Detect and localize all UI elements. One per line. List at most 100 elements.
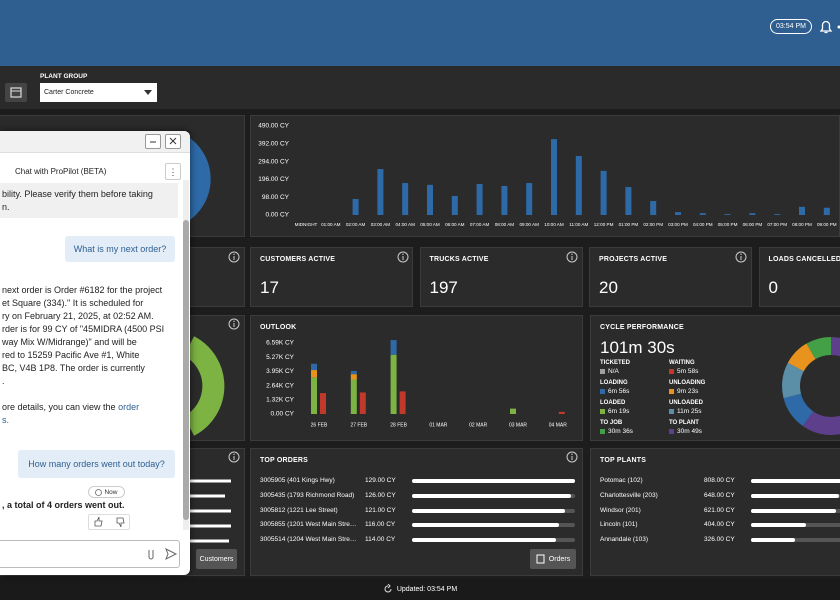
x-tick-label: 07:00 AM — [470, 222, 490, 227]
row-value: 116.00 CY — [365, 521, 396, 529]
info-ring — [735, 251, 747, 263]
info-icon — [228, 318, 240, 330]
cycle-label: TO JOB — [600, 420, 623, 426]
info-ring — [228, 318, 240, 330]
cycle-label: TICKETED — [600, 360, 630, 366]
bot-line: way Mix W/Midrange)" and will be — [2, 337, 137, 347]
x-tick-label: 04:00 AM — [395, 222, 415, 227]
cycle-donut — [782, 337, 840, 435]
bar — [751, 538, 796, 543]
info-dot — [571, 453, 573, 455]
legend-swatch — [669, 429, 674, 434]
bar — [412, 508, 565, 513]
notice-line: bility. Please verify them before taking — [2, 189, 153, 199]
row-value: 326.00 CY — [704, 536, 735, 544]
bar-segment — [350, 379, 357, 414]
cycle-label: WAITING — [669, 360, 695, 366]
panel-title: TOP ORDERS — [260, 457, 309, 464]
bar — [724, 214, 731, 215]
cycle-item: 11m 25s — [669, 408, 701, 415]
y-tick-label: 0.00 CY — [271, 411, 295, 418]
notice-bubble — [0, 183, 178, 218]
outlook-chart: 0.00 CY 1.32K CY 2.64K CY 3.95K CY 5.27K CY 6… — [266, 340, 567, 429]
hourly-panel: 0.00 CY 98.00 CY 196.00 CY 294.00 CY 392.00 … — [250, 115, 840, 237]
minimize-button[interactable] — [145, 134, 161, 149]
row-name: Windsor (201) — [600, 506, 641, 514]
details-text: ore details, you can view the — [2, 402, 119, 412]
details-link[interactable]: order — [118, 402, 140, 412]
x-tick-label: 08:00 PM — [792, 222, 812, 227]
bar — [749, 213, 756, 215]
bar-segment — [390, 340, 397, 355]
cycle-panel: CYCLE PERFORMANCE 101m 30s TICKETED N/A WA… — [590, 315, 840, 441]
feedback-buttons[interactable] — [88, 514, 130, 530]
bot-line: BC, V4B 1P8. The order is currently — [2, 363, 145, 373]
info-dot — [233, 453, 235, 455]
filter-bar: PLANT GROUP Carter Concrete — [0, 66, 840, 109]
y-tick-label: 5.27K CY — [266, 354, 294, 361]
time-badge: Now — [88, 486, 125, 498]
x-tick-label: 03:00 PM — [668, 222, 688, 227]
kpi-value: 20 — [599, 278, 618, 297]
customers-button[interactable]: Customers — [196, 549, 237, 569]
date-picker[interactable] — [5, 83, 27, 102]
plant-select[interactable]: Carter Concrete — [40, 83, 157, 102]
top-bar: 03:54 PM — [0, 0, 840, 66]
x-tick-label: 10:00 AM — [544, 222, 564, 227]
info-ring — [566, 451, 578, 463]
bot-message: , a total of 4 orders went out. — [2, 500, 125, 510]
legend-swatch — [600, 389, 605, 394]
row-name: 3005514 (1204 West Main Stre… — [260, 536, 357, 544]
row-value: 129.00 CY — [365, 477, 396, 484]
chat-window: Chat with ProPilot (BETA) ⋮ bility. Plea… — [0, 131, 190, 575]
bar — [412, 523, 559, 528]
scrollbar[interactable] — [183, 180, 189, 530]
bar — [600, 170, 607, 215]
cycle-item: 6m 19s — [600, 408, 629, 415]
cycle-value: 9m 23s — [677, 388, 699, 395]
bar — [699, 213, 706, 215]
x-tick-label: 02:00 PM — [643, 222, 663, 227]
row-value: 808.00 CY — [704, 477, 735, 484]
bar — [675, 212, 681, 215]
x-tick-label: 03:00 AM — [371, 222, 391, 227]
header-icons[interactable] — [818, 19, 840, 35]
bar — [625, 187, 632, 215]
close-button[interactable] — [165, 134, 181, 149]
cycle-label: LOADING — [600, 380, 628, 386]
bar — [823, 207, 830, 215]
y-tick-label: 294.00 CY — [258, 158, 289, 165]
cycle-value: 30m 36s — [608, 428, 633, 435]
orders-button[interactable]: Orders — [530, 549, 576, 569]
info-icon — [566, 451, 578, 463]
x-tick-label: 27 FEB — [350, 422, 367, 428]
panel-title: TOP PLANTS — [600, 457, 647, 464]
chat-menu[interactable]: ⋮ — [165, 163, 181, 180]
x-tick-label: 07:00 PM — [767, 222, 787, 227]
x-tick-label: 01:00 PM — [619, 222, 639, 227]
cycle-value: 5m 58s — [677, 368, 699, 375]
x-tick-label: MIDNIGHT — [295, 222, 318, 227]
row-name: Charlottesville (203) — [600, 491, 658, 499]
panel-title: CYCLE PERFORMANCE — [600, 324, 684, 331]
info-ring — [397, 251, 409, 263]
y-tick-label: 1.32K CY — [266, 397, 294, 404]
cycle-label: UNLOADED — [669, 400, 703, 406]
chat-input[interactable] — [0, 540, 180, 568]
kpi-label: LOADS CANCELLED AF — [768, 256, 840, 263]
row-value: 648.00 CY — [704, 491, 735, 499]
time-text: Now — [104, 488, 118, 496]
info-icon — [228, 451, 240, 463]
info-ring — [566, 251, 578, 263]
row-value: 121.00 CY — [365, 506, 396, 514]
cycle-label: LOADED — [600, 400, 626, 406]
details-link-end[interactable]: s. — [2, 415, 10, 425]
row-name: Annandale (103) — [600, 536, 649, 544]
y-tick-label: 3.95K CY — [266, 368, 294, 375]
panel-title: OUTLOOK — [260, 324, 297, 331]
x-tick-label: 06:00 AM — [445, 222, 465, 227]
cycle-total: 101m 30s — [600, 338, 675, 357]
info-dot — [571, 253, 573, 255]
x-tick-label: 28 FEB — [390, 422, 407, 428]
